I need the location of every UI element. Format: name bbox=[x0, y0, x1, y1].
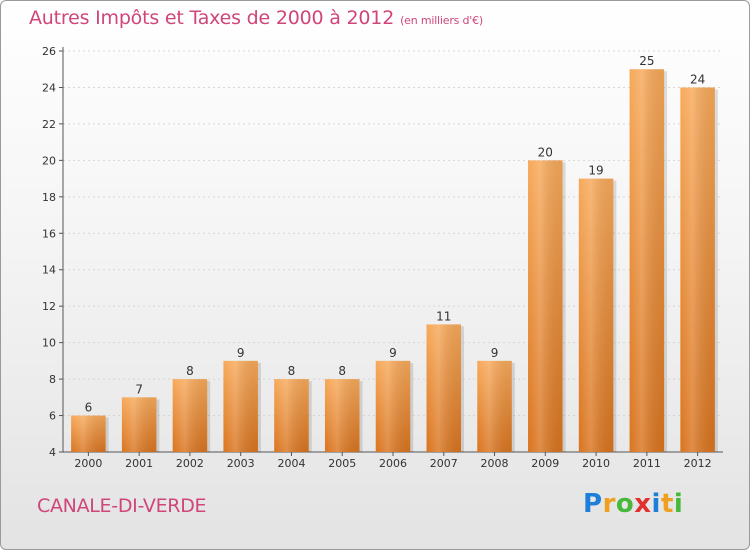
logo-letter: o bbox=[615, 489, 635, 519]
bars bbox=[71, 69, 718, 453]
bar-sheen bbox=[528, 160, 563, 452]
y-tick-label: 22 bbox=[42, 118, 56, 131]
y-tick-label: 26 bbox=[42, 45, 56, 58]
x-tick-label: 2004 bbox=[277, 457, 305, 470]
y-tick-label: 14 bbox=[42, 264, 56, 277]
bar-sheen bbox=[426, 324, 462, 452]
data-label: 6 bbox=[85, 401, 93, 415]
logo-letter: t bbox=[660, 489, 674, 519]
y-tick-label: 18 bbox=[42, 191, 56, 204]
bar-sheen bbox=[578, 178, 614, 452]
logo-letter: P bbox=[583, 489, 603, 519]
x-tick-label: 2010 bbox=[582, 457, 610, 470]
x-tick-label: 2001 bbox=[125, 457, 153, 470]
title-text: Autres Impôts et Taxes de 2000 à 2012 bbox=[29, 7, 395, 29]
proxiti-logo[interactable]: Proxiti bbox=[583, 489, 683, 519]
logo-letter: r bbox=[602, 489, 616, 519]
data-label: 8 bbox=[288, 364, 296, 378]
y-tick-label: 12 bbox=[42, 300, 56, 313]
commune-name: CANALE-DI-VERDE bbox=[37, 495, 207, 517]
bar-sheen bbox=[121, 397, 157, 452]
x-tick-label: 2005 bbox=[328, 457, 356, 470]
logo-letter: i bbox=[651, 489, 661, 519]
x-tick-label: 2011 bbox=[633, 457, 661, 470]
data-label: 11 bbox=[436, 309, 451, 323]
x-tick-label: 2006 bbox=[379, 457, 407, 470]
data-label: 8 bbox=[338, 364, 346, 378]
bar-sheen bbox=[629, 69, 665, 453]
y-tick-label: 16 bbox=[42, 227, 56, 240]
data-label: 24 bbox=[690, 72, 705, 86]
x-tick-label: 2003 bbox=[227, 457, 255, 470]
bar-sheen bbox=[324, 379, 360, 452]
data-label: 25 bbox=[639, 54, 654, 68]
bar-sheen bbox=[375, 360, 411, 452]
y-tick-label: 4 bbox=[49, 446, 56, 459]
x-tick-label: 2007 bbox=[430, 457, 458, 470]
logo-letter: i bbox=[673, 489, 684, 519]
x-tick-label: 2008 bbox=[481, 457, 509, 470]
chart-subtitle: (en milliers d'€) bbox=[400, 14, 483, 27]
bar-sheen bbox=[274, 379, 309, 452]
y-tick-label: 10 bbox=[42, 337, 56, 350]
data-label: 19 bbox=[588, 164, 603, 178]
data-label: 20 bbox=[538, 145, 553, 159]
bar-sheen bbox=[477, 360, 512, 452]
x-tick-label: 2002 bbox=[176, 457, 204, 470]
data-label: 8 bbox=[186, 364, 194, 378]
x-tick-label: 2000 bbox=[74, 457, 102, 470]
data-label: 9 bbox=[389, 346, 397, 360]
data-label: 9 bbox=[237, 346, 245, 360]
labels: 6 2000 7 2001 8 2002 9 2003 8 2004 8 2005 9 2006 11 200… bbox=[74, 54, 711, 470]
x-tick-label: 2009 bbox=[531, 457, 559, 470]
logo-letter: x bbox=[634, 489, 652, 519]
chart-title: Autres Impôts et Taxes de 2000 à 2012 (en… bbox=[29, 7, 483, 29]
bar-sheen bbox=[223, 360, 258, 452]
data-label: 7 bbox=[135, 382, 143, 396]
x-tick-label: 2012 bbox=[684, 457, 712, 470]
y-tick-label: 6 bbox=[49, 410, 56, 423]
bar-sheen bbox=[680, 87, 715, 453]
bar-sheen bbox=[172, 379, 208, 452]
y-tick-label: 20 bbox=[42, 154, 56, 167]
bar-sheen bbox=[71, 415, 106, 452]
y-tick-label: 24 bbox=[42, 81, 56, 94]
y-tick-label: 8 bbox=[49, 373, 56, 386]
data-label: 9 bbox=[491, 346, 499, 360]
